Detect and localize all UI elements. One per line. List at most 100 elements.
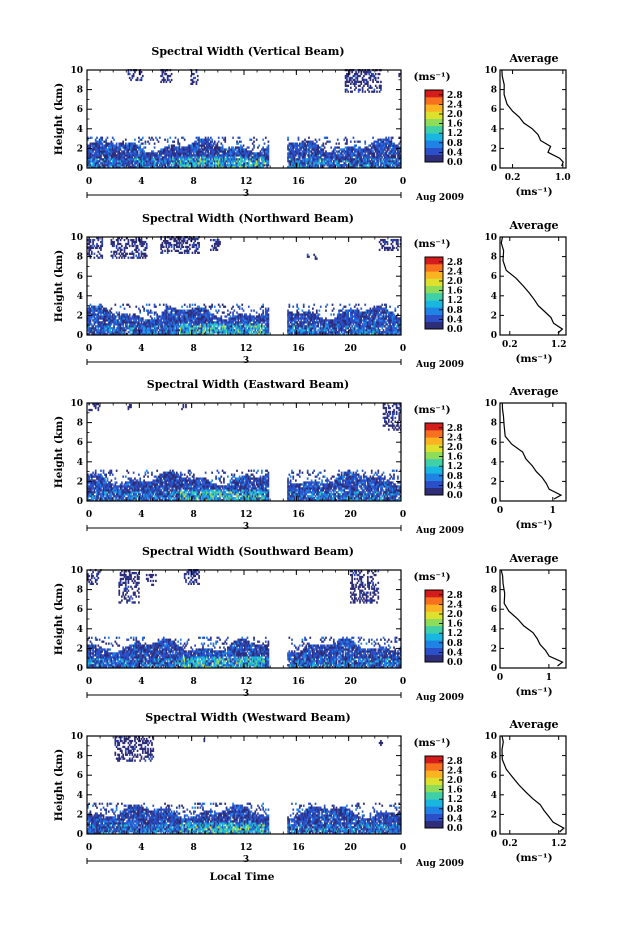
heat-cell <box>89 148 92 151</box>
heat-cell <box>237 160 240 163</box>
heat-cell <box>348 162 351 165</box>
heat-cell <box>258 164 261 167</box>
heat-cell <box>166 158 169 161</box>
heat-cell <box>135 319 138 322</box>
heat-cell <box>309 327 312 330</box>
heat-cell <box>329 327 331 330</box>
heat-cell <box>161 152 164 155</box>
heat-cell <box>140 148 143 151</box>
heat-cell <box>356 74 359 78</box>
heat-cell <box>370 142 373 145</box>
heat-cell <box>370 158 373 161</box>
heat-cell <box>192 154 195 157</box>
heat-cell <box>263 152 266 155</box>
heat-cell <box>232 333 234 336</box>
heat-cell <box>373 162 376 165</box>
heat-cell <box>263 315 266 318</box>
heat-cell <box>207 158 210 161</box>
heat-cell <box>141 325 144 328</box>
heat-cell <box>196 162 199 165</box>
heat-cell <box>211 327 213 330</box>
heat-cell <box>191 303 194 306</box>
heat-cell <box>166 76 169 80</box>
heat-cell <box>312 144 314 147</box>
heat-cell <box>114 321 117 324</box>
heat-cell <box>387 144 390 147</box>
heat-cell <box>374 78 377 82</box>
heat-cell <box>321 154 323 157</box>
heat-cell <box>181 319 183 322</box>
heat-cell <box>161 78 164 82</box>
heat-cell <box>332 160 335 163</box>
heat-cell <box>344 317 347 320</box>
heat-cell <box>181 321 183 324</box>
heat-cell <box>397 154 399 157</box>
heat-cell <box>305 333 308 336</box>
heat-cell <box>347 156 350 159</box>
heat-cell <box>189 333 191 336</box>
heat-cell <box>229 319 232 322</box>
heat-cell <box>261 327 263 330</box>
heat-cell <box>151 154 153 157</box>
heat-cell <box>257 156 259 159</box>
heat-cell <box>200 140 203 143</box>
heat-cell <box>342 148 344 151</box>
heat-cell <box>267 313 270 316</box>
heat-cell <box>208 311 211 314</box>
heat-cell <box>291 313 293 316</box>
heat-cell <box>161 156 164 159</box>
heat-cell <box>177 313 179 316</box>
heat-cell <box>374 156 377 159</box>
heat-cell <box>217 166 220 169</box>
heat-cell <box>229 331 232 334</box>
heat-cell <box>106 315 109 318</box>
heat-cell <box>183 309 186 312</box>
heat-cell <box>183 323 186 326</box>
heat-cell <box>237 158 240 161</box>
heat-cell <box>118 158 121 161</box>
heatmap-cells <box>87 69 402 169</box>
heat-cell <box>306 311 309 314</box>
heat-cell <box>88 329 91 332</box>
heat-cell <box>267 152 270 155</box>
heat-cell <box>88 333 91 336</box>
heat-cell <box>190 325 193 328</box>
heat-cell <box>88 327 91 330</box>
heat-cell <box>386 138 389 141</box>
heat-cell <box>238 152 241 155</box>
heat-cell <box>216 166 219 169</box>
heat-cell <box>199 154 202 157</box>
heat-cell <box>315 319 318 322</box>
heat-cell <box>93 146 96 149</box>
heat-cell <box>187 146 190 149</box>
heat-cell <box>104 315 106 318</box>
heat-cell <box>315 140 318 143</box>
heat-cell <box>145 158 148 161</box>
heat-cell <box>185 327 187 330</box>
heat-cell <box>104 311 106 314</box>
heat-cell <box>93 152 96 155</box>
heat-cell <box>140 329 143 332</box>
heat-cell <box>306 333 309 336</box>
avg-y-tick-label: 2 <box>491 144 497 154</box>
heat-cell <box>170 152 173 155</box>
heat-cell <box>259 319 262 322</box>
heat-cell <box>179 156 182 159</box>
heat-cell <box>232 305 234 308</box>
heat-cell <box>366 146 369 149</box>
heat-cell <box>140 158 143 161</box>
heat-cell <box>196 158 199 161</box>
heat-cell <box>387 152 390 155</box>
heat-cell <box>105 162 108 165</box>
heat-cell <box>237 305 240 308</box>
heat-cell <box>119 327 122 330</box>
heat-cell <box>219 146 221 149</box>
heat-cell <box>189 144 191 147</box>
heat-cell <box>141 329 144 332</box>
heat-cell <box>87 156 89 159</box>
heat-cell <box>111 329 114 332</box>
heat-cell <box>288 327 291 330</box>
heat-cell <box>304 317 306 320</box>
heat-cell <box>127 303 130 306</box>
